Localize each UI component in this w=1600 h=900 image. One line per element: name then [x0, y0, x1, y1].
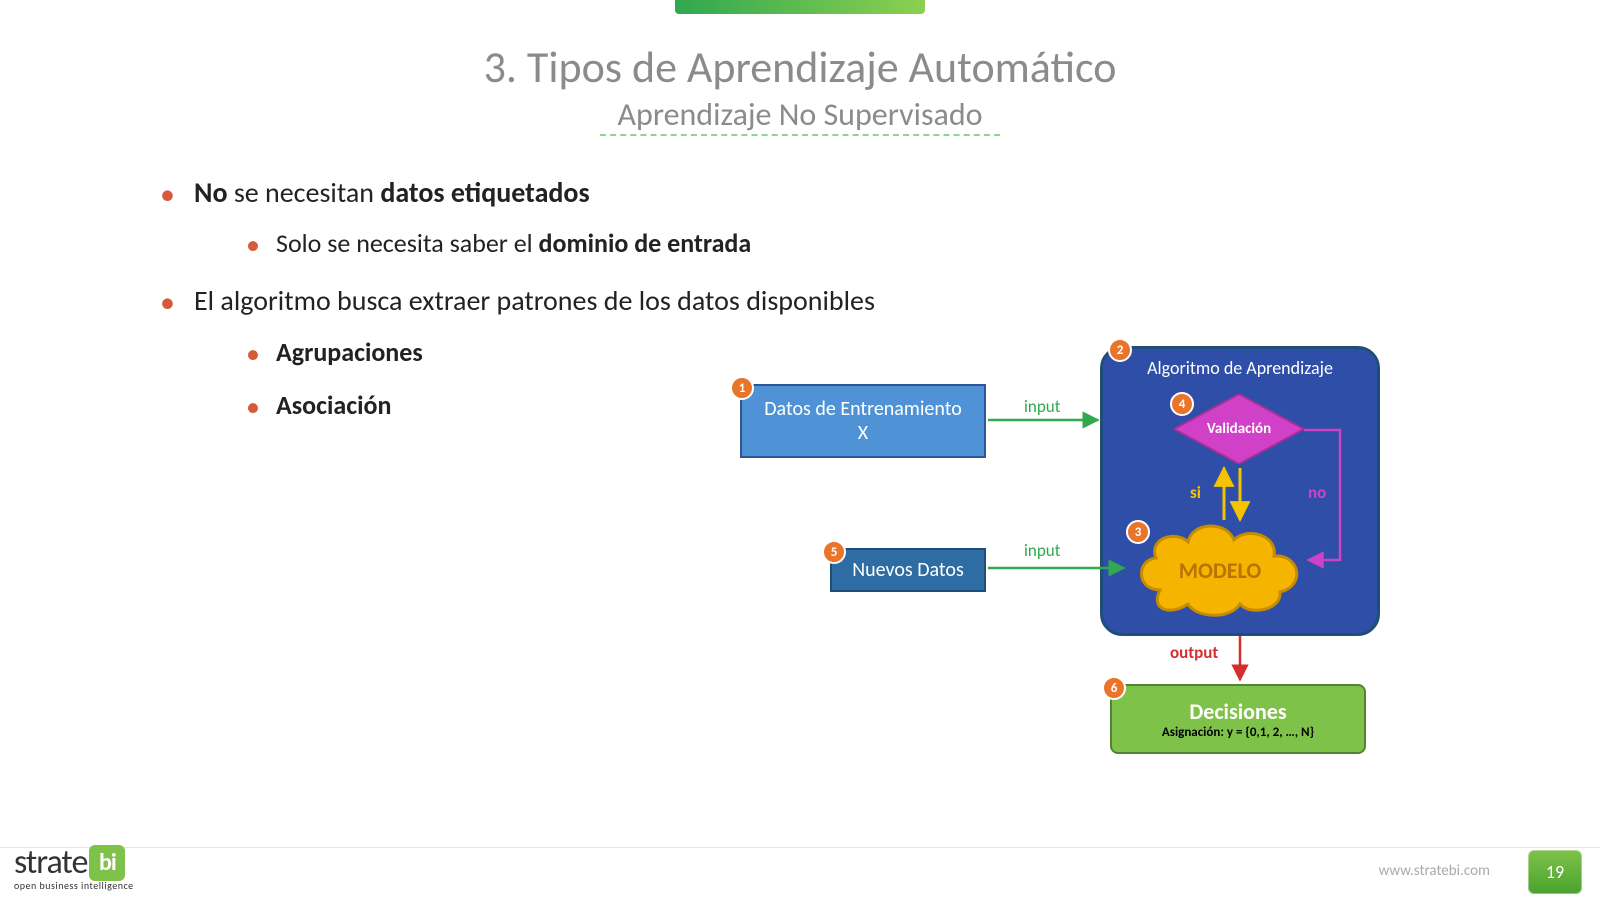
flow-diagram: Datos de Entrenamiento X 1 Nuevos Datos … [700, 340, 1480, 770]
top-accent-bar [675, 0, 925, 14]
footer-site-url: www.stratebi.com [1379, 862, 1490, 880]
bullet-1: No se necesitan datos etiquetados Solo s… [160, 175, 1540, 261]
bullet-1a-bold: dominio de entrada [539, 227, 752, 259]
brand-logo: stratebi open business intelligence [14, 842, 134, 892]
box-training-data: Datos de Entrenamiento X [740, 384, 986, 458]
label-no: no [1308, 482, 1326, 503]
brand-name-pre: strate [14, 842, 87, 883]
bullet-2-text: El algoritmo busca extraer patrones de l… [194, 283, 875, 318]
badge-6: 6 [1102, 676, 1126, 700]
diamond-validation-label: Validación [1207, 420, 1271, 438]
badge-1: 1 [730, 376, 754, 400]
cloud-model: MODELO [1130, 510, 1310, 620]
label-input-1: input [1024, 396, 1060, 417]
box-training-data-l2: X [858, 421, 868, 445]
subtitle-underline [600, 134, 1000, 136]
badge-5: 5 [822, 540, 846, 564]
algo-title: Algoritmo de Aprendizaje [1103, 357, 1377, 379]
brand-bi-badge: bi [89, 845, 125, 881]
box-decisions-l2: Asignación: y = {0,1, 2, …, N} [1162, 725, 1314, 740]
cloud-model-label: MODELO [1179, 547, 1262, 584]
brand-tagline: open business intelligence [14, 879, 134, 892]
bullet-1a-prefix: Solo se necesita saber el [276, 227, 539, 259]
footer-divider [0, 847, 1600, 848]
badge-2: 2 [1108, 338, 1132, 362]
label-si: si [1190, 482, 1201, 503]
badge-3: 3 [1126, 520, 1150, 544]
box-decisions: Decisiones Asignación: y = {0,1, 2, …, N… [1110, 684, 1366, 754]
label-input-2: input [1024, 540, 1060, 561]
bullet-1-bold-prefix: No [194, 175, 228, 210]
box-training-data-l1: Datos de Entrenamiento [764, 397, 962, 421]
bullet-2a-text: Agrupaciones [276, 336, 423, 368]
bullet-1a: Solo se necesita saber el dominio de ent… [246, 227, 1540, 261]
box-new-data: Nuevos Datos [830, 548, 986, 592]
bullet-1-mid: se necesitan [228, 175, 381, 210]
bullet-2b-text: Asociación [276, 389, 391, 421]
slide-subtitle: Aprendizaje No Supervisado [0, 95, 1600, 134]
badge-4: 4 [1170, 392, 1194, 416]
label-output: output [1170, 642, 1218, 663]
bullet-1-bold-suffix: datos etiquetados [380, 175, 589, 210]
box-new-data-label: Nuevos Datos [852, 558, 964, 582]
page-number-badge: 19 [1528, 850, 1582, 894]
slide-title: 3. Tipos de Aprendizaje Automático [0, 40, 1600, 94]
box-decisions-l1: Decisiones [1189, 698, 1286, 725]
